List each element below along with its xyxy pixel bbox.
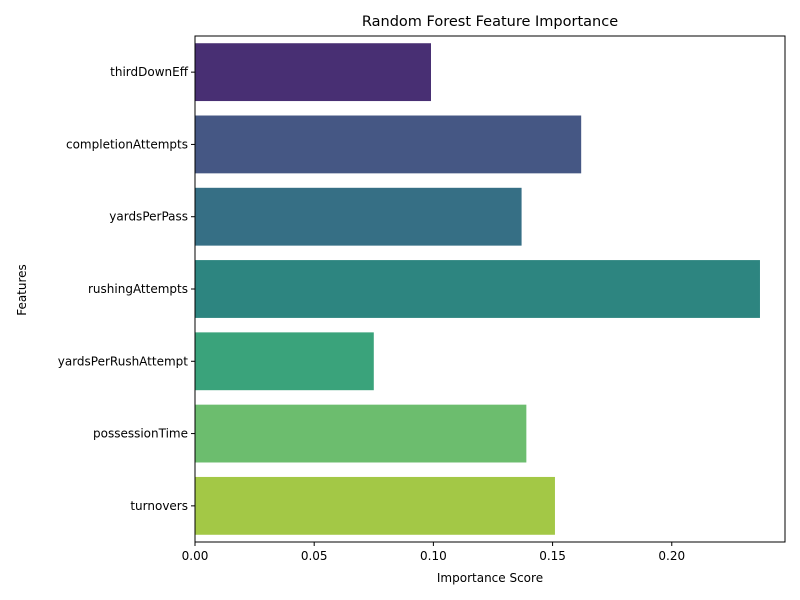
y-tick-label: possessionTime [93, 427, 188, 441]
x-axis-title: Importance Score [437, 571, 543, 585]
bars-group [195, 43, 760, 535]
y-axis-ticks: thirdDownEff completionAttempts yardsPerPa… [58, 65, 195, 513]
bar-rushingAttempts [195, 260, 760, 318]
bar-turnovers [195, 476, 555, 535]
x-tick-label: 0.15 [539, 549, 566, 563]
bar-thirdDownEff [195, 43, 431, 102]
x-tick-label: 0.00 [182, 549, 209, 563]
y-tick-label: rushingAttempts [88, 282, 188, 296]
bar-yardsPerPass [195, 187, 522, 246]
chart-title: Random Forest Feature Importance [362, 14, 618, 30]
x-tick-label: 0.20 [658, 549, 685, 563]
bar-possessionTime [195, 404, 527, 463]
y-tick-label: yardsPerPass [109, 210, 188, 224]
y-tick-label: completionAttempts [66, 137, 188, 151]
x-axis-ticks: 0.00 0.05 0.10 0.15 0.20 [182, 542, 685, 563]
x-tick-label: 0.10 [420, 549, 447, 563]
bar-completionAttempts [195, 115, 582, 174]
plot-frame [194, 35, 786, 543]
y-tick-label: thirdDownEff [110, 65, 189, 79]
y-axis-title: Features [15, 264, 29, 316]
x-tick-label: 0.05 [301, 549, 328, 563]
bar-yardsPerRushAttempt [195, 332, 374, 391]
y-tick-label: yardsPerRushAttempt [58, 354, 189, 368]
y-tick-label: turnovers [130, 499, 188, 513]
